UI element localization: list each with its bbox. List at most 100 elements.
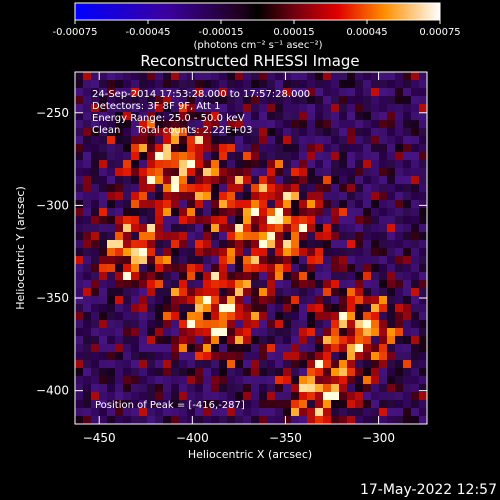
heatmap-cell bbox=[155, 416, 164, 425]
heatmap-cell bbox=[115, 72, 124, 81]
heatmap-cell bbox=[267, 328, 276, 337]
heatmap-cell bbox=[347, 184, 356, 193]
heatmap-cell bbox=[219, 248, 228, 257]
heatmap-cell bbox=[235, 208, 244, 217]
heatmap-cell bbox=[403, 320, 412, 329]
heatmap-cell bbox=[411, 176, 420, 185]
heatmap-cell bbox=[395, 120, 404, 129]
heatmap-cell bbox=[403, 72, 412, 81]
heatmap-cell bbox=[187, 288, 196, 297]
heatmap-cell bbox=[203, 184, 212, 193]
heatmap-cell bbox=[139, 384, 148, 393]
heatmap-cell bbox=[259, 120, 268, 129]
heatmap-cell bbox=[203, 400, 212, 409]
heatmap-cell bbox=[371, 72, 380, 81]
heatmap-cell bbox=[395, 400, 404, 409]
heatmap-cell bbox=[139, 144, 148, 153]
heatmap-cell bbox=[347, 312, 356, 321]
heatmap-cell bbox=[363, 264, 372, 273]
heatmap-cell bbox=[123, 192, 132, 201]
heatmap-cell bbox=[147, 296, 156, 305]
heatmap-cell bbox=[107, 192, 116, 201]
heatmap-cell bbox=[147, 328, 156, 337]
heatmap-cell bbox=[299, 392, 308, 401]
heatmap-cell bbox=[131, 368, 140, 377]
heatmap-cell bbox=[315, 80, 324, 89]
heatmap-cell bbox=[107, 152, 116, 161]
heatmap-cell bbox=[395, 304, 404, 313]
heatmap-cell bbox=[363, 88, 372, 97]
heatmap-cell bbox=[139, 392, 148, 401]
heatmap-cell bbox=[395, 128, 404, 137]
heatmap-cell bbox=[331, 232, 340, 241]
heatmap-cell bbox=[267, 408, 276, 417]
heatmap-cell bbox=[347, 304, 356, 313]
heatmap-cell bbox=[411, 392, 420, 401]
heatmap-cell bbox=[163, 136, 172, 145]
heatmap-cell bbox=[307, 136, 316, 145]
heatmap-cell bbox=[99, 296, 108, 305]
heatmap-cell bbox=[99, 312, 108, 321]
heatmap-cell bbox=[211, 176, 220, 185]
heatmap-cell bbox=[211, 336, 220, 345]
heatmap-cell bbox=[123, 176, 132, 185]
heatmap-cell bbox=[99, 72, 108, 81]
heatmap-cell bbox=[91, 248, 100, 257]
heatmap-cell bbox=[395, 168, 404, 177]
heatmap-cell bbox=[323, 200, 332, 209]
heatmap-cell bbox=[227, 264, 236, 273]
heatmap-cell bbox=[251, 112, 260, 121]
heatmap-cell bbox=[363, 128, 372, 137]
heatmap-cell bbox=[243, 312, 252, 321]
heatmap-cell bbox=[115, 280, 124, 289]
heatmap-cell bbox=[107, 352, 116, 361]
heatmap-cell bbox=[339, 280, 348, 289]
heatmap-cell bbox=[227, 336, 236, 345]
heatmap-cell bbox=[107, 408, 116, 417]
heatmap-cell bbox=[275, 384, 284, 393]
heatmap-cell bbox=[267, 168, 276, 177]
heatmap-cell bbox=[235, 352, 244, 361]
heatmap-cell bbox=[299, 400, 308, 409]
heatmap-cell bbox=[195, 96, 204, 105]
heatmap-cell bbox=[99, 240, 108, 249]
heatmap-cell bbox=[147, 376, 156, 385]
heatmap-cell bbox=[195, 104, 204, 113]
heatmap-cell bbox=[307, 232, 316, 241]
heatmap-cell bbox=[323, 320, 332, 329]
heatmap-cell bbox=[379, 352, 388, 361]
heatmap-cell bbox=[315, 376, 324, 385]
heatmap-cell bbox=[219, 328, 228, 337]
heatmap-cell bbox=[211, 112, 220, 121]
heatmap-cell bbox=[299, 232, 308, 241]
heatmap-cell bbox=[155, 104, 164, 113]
heatmap-cell bbox=[339, 192, 348, 201]
heatmap-cell bbox=[139, 136, 148, 145]
heatmap-cell bbox=[323, 296, 332, 305]
heatmap-cell bbox=[235, 328, 244, 337]
heatmap-cell bbox=[219, 264, 228, 273]
heatmap-cell bbox=[155, 344, 164, 353]
heatmap-cell bbox=[131, 104, 140, 113]
heatmap-cell bbox=[187, 272, 196, 281]
heatmap-cell bbox=[251, 400, 260, 409]
heatmap-cell bbox=[363, 224, 372, 233]
heatmap-cell bbox=[419, 336, 428, 345]
heatmap-cell bbox=[331, 152, 340, 161]
heatmap-cell bbox=[275, 200, 284, 209]
heatmap-cell bbox=[163, 280, 172, 289]
heatmap-cell bbox=[171, 192, 180, 201]
heatmap-cell bbox=[395, 208, 404, 217]
heatmap-cell bbox=[403, 392, 412, 401]
heatmap-cell bbox=[139, 352, 148, 361]
heatmap-cell bbox=[347, 328, 356, 337]
heatmap-cell bbox=[419, 216, 428, 225]
heatmap-cell bbox=[123, 120, 132, 129]
heatmap-cell bbox=[91, 152, 100, 161]
heatmap-cell bbox=[419, 144, 428, 153]
heatmap-cell bbox=[267, 256, 276, 265]
heatmap-cell bbox=[411, 128, 420, 137]
heatmap-cell bbox=[179, 192, 188, 201]
heatmap-cell bbox=[83, 400, 92, 409]
heatmap-cell bbox=[371, 256, 380, 265]
